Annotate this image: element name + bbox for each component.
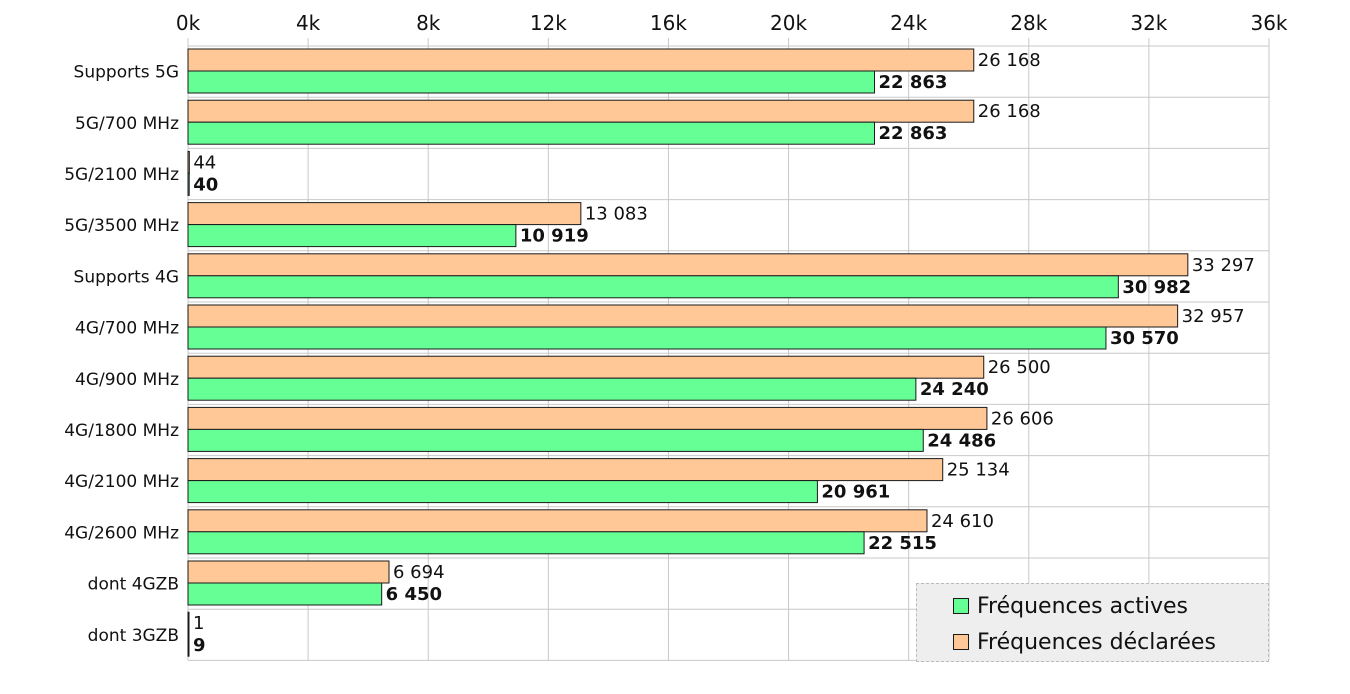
data-label-active: 22 863 bbox=[879, 72, 948, 93]
bar-declared bbox=[187, 202, 582, 226]
data-label-declared: 6 694 bbox=[393, 562, 445, 583]
data-label-active: 6 450 bbox=[386, 584, 442, 605]
data-label-active: 22 515 bbox=[868, 533, 937, 554]
category-label: 4G/900 MHz bbox=[75, 370, 179, 390]
category-labels: Supports 5G 5G/700 MHz 5G/2100 MHz 5G/3500 … bbox=[64, 63, 179, 646]
category-label: 5G/3500 MHz bbox=[64, 216, 179, 236]
bar-declared bbox=[187, 48, 975, 72]
bars bbox=[187, 48, 1189, 657]
data-label-declared: 26 500 bbox=[988, 357, 1051, 378]
data-label-active: 30 570 bbox=[1110, 328, 1179, 349]
x-tick-label: 20k bbox=[770, 11, 807, 35]
bar-declared bbox=[187, 611, 190, 635]
data-label-declared: 24 610 bbox=[931, 511, 994, 532]
x-tick-label: 28k bbox=[1010, 11, 1047, 35]
data-label-declared: 26 168 bbox=[978, 101, 1041, 122]
bar-active bbox=[187, 531, 865, 555]
category-label: 4G/1800 MHz bbox=[64, 421, 179, 441]
data-label-declared: 1 bbox=[193, 613, 204, 634]
category-label: 4G/2100 MHz bbox=[64, 472, 179, 492]
bar-declared bbox=[187, 150, 190, 174]
data-label-active: 30 982 bbox=[1122, 277, 1191, 298]
bar-active bbox=[187, 275, 1119, 299]
data-label-declared: 26 168 bbox=[978, 50, 1041, 71]
bar-declared bbox=[187, 406, 988, 430]
data-label-declared: 26 606 bbox=[991, 408, 1054, 429]
category-label: Supports 4G bbox=[74, 267, 179, 287]
bar-declared bbox=[187, 458, 944, 482]
data-label-active: 10 919 bbox=[520, 226, 589, 247]
bar-active bbox=[187, 633, 190, 657]
x-tick-label: 16k bbox=[650, 11, 687, 35]
legend-item-declared: Fréquences déclarées bbox=[953, 627, 1216, 657]
category-label: dont 3GZB bbox=[88, 626, 179, 646]
category-label: 5G/700 MHz bbox=[75, 114, 179, 134]
data-label-active: 24 486 bbox=[927, 430, 996, 451]
bar-active bbox=[187, 480, 818, 504]
bar-declared bbox=[187, 509, 928, 533]
bar-active bbox=[187, 428, 924, 452]
x-tick-label: 0k bbox=[176, 11, 201, 35]
data-label-active: 9 bbox=[193, 635, 206, 656]
legend-item-active: Fréquences actives bbox=[953, 591, 1188, 621]
data-label-declared: 44 bbox=[193, 152, 216, 173]
data-label-active: 40 bbox=[193, 174, 218, 195]
data-label-declared: 25 134 bbox=[947, 460, 1010, 481]
bar-active bbox=[187, 377, 917, 401]
legend: Fréquences actives Fréquences déclarées bbox=[916, 583, 1269, 662]
bar-active bbox=[187, 121, 876, 145]
legend-swatch-active bbox=[953, 598, 969, 614]
legend-swatch-declared bbox=[953, 634, 969, 650]
bar-declared bbox=[187, 99, 975, 123]
category-label: dont 4GZB bbox=[88, 575, 179, 595]
x-tick-label: 12k bbox=[530, 11, 567, 35]
bar-active bbox=[187, 172, 190, 196]
category-label: 4G/2600 MHz bbox=[64, 523, 179, 543]
x-tick-label: 4k bbox=[296, 11, 321, 35]
data-label-declared: 33 297 bbox=[1192, 255, 1255, 276]
data-label-active: 22 863 bbox=[879, 123, 948, 144]
x-tick-label: 36k bbox=[1250, 11, 1287, 35]
legend-label-active: Fréquences actives bbox=[977, 593, 1188, 619]
category-label: 5G/2100 MHz bbox=[64, 165, 179, 185]
legend-label-declared: Fréquences déclarées bbox=[977, 629, 1216, 655]
bar-declared bbox=[187, 253, 1189, 277]
data-label-active: 24 240 bbox=[920, 379, 989, 400]
data-label-declared: 32 957 bbox=[1182, 306, 1245, 327]
category-label: Supports 5G bbox=[74, 63, 179, 83]
data-label-declared: 13 083 bbox=[585, 204, 648, 225]
x-tick-label: 8k bbox=[416, 11, 441, 35]
bar-active bbox=[187, 70, 876, 94]
x-tick-label: 32k bbox=[1130, 11, 1167, 35]
bar-active bbox=[187, 224, 517, 248]
bar-active bbox=[187, 582, 383, 606]
bar-declared bbox=[187, 355, 985, 379]
bar-declared bbox=[187, 560, 390, 584]
data-label-active: 20 961 bbox=[821, 482, 890, 503]
bar-declared bbox=[187, 304, 1179, 328]
bar-active bbox=[187, 326, 1107, 350]
x-tick-label: 24k bbox=[890, 11, 927, 35]
category-label: 4G/700 MHz bbox=[75, 319, 179, 339]
x-axis-ticks: 0k 4k 8k 12k 16k 20k 24k 28k 32k 36k bbox=[176, 11, 1288, 35]
